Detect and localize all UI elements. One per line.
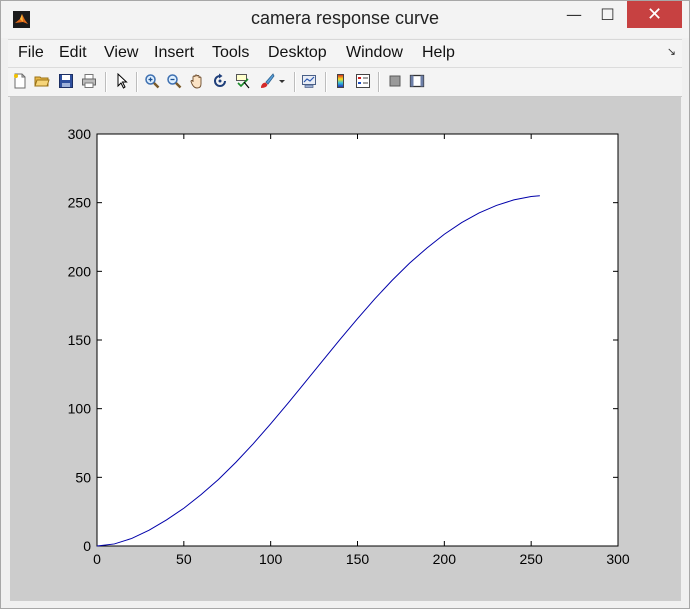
- menu-file[interactable]: File: [18, 44, 44, 61]
- brush-icon[interactable]: [259, 73, 275, 89]
- response-curve-chart[interactable]: 0 50 100 150 200 250 300 0 50 100 150 200 250 300: [10, 97, 681, 601]
- menu-tools[interactable]: Tools: [212, 44, 250, 61]
- y-tick-label: 250: [68, 195, 92, 211]
- print-figure-icon[interactable]: [81, 73, 97, 89]
- matlab-logo-icon: [13, 11, 30, 28]
- x-tick-label: 0: [93, 551, 101, 567]
- show-plot-tools-icon[interactable]: [409, 73, 425, 89]
- y-tick-label: 50: [75, 469, 91, 485]
- close-button[interactable]: ✕: [627, 1, 682, 28]
- dock-arrow-icon[interactable]: ↘: [666, 45, 676, 58]
- minimize-icon: —: [566, 5, 582, 24]
- menu-window[interactable]: Window: [346, 44, 403, 61]
- menu-edit[interactable]: Edit: [59, 44, 87, 61]
- rotate-3d-icon[interactable]: [212, 73, 228, 89]
- toolbar-separator: [105, 72, 107, 92]
- open-file-icon[interactable]: [34, 73, 50, 89]
- figure-canvas: 0 50 100 150 200 250 300 0 50 100 150 200 250 300: [10, 97, 681, 601]
- x-tick-label: 50: [176, 551, 192, 567]
- title-bar: camera response curve — ☐ ✕: [1, 1, 689, 38]
- x-tick-label: 300: [606, 551, 630, 567]
- maximize-button[interactable]: ☐: [591, 1, 624, 28]
- y-tick-label: 150: [68, 332, 92, 348]
- menu-view[interactable]: View: [104, 44, 139, 61]
- x-tick-label: 200: [433, 551, 457, 567]
- response-curve-line: [96, 195, 540, 547]
- menu-bar: File Edit View Insert Tools Desktop Wind…: [8, 39, 682, 68]
- insert-colorbar-icon[interactable]: [333, 73, 349, 89]
- y-tick-label: 0: [83, 538, 91, 554]
- zoom-out-icon[interactable]: [166, 73, 182, 89]
- brush-dropdown-icon[interactable]: [278, 73, 286, 89]
- window-title: camera response curve: [250, 8, 440, 28]
- data-cursor-icon[interactable]: [235, 73, 251, 89]
- menu-desktop[interactable]: Desktop: [268, 44, 327, 61]
- pan-hand-icon[interactable]: [189, 73, 205, 89]
- toolbar-separator: [294, 72, 296, 92]
- link-plot-icon[interactable]: [301, 73, 317, 89]
- insert-legend-icon[interactable]: [355, 73, 371, 89]
- save-figure-icon[interactable]: [58, 73, 74, 89]
- close-icon: ✕: [646, 4, 663, 25]
- hide-plot-tools-icon[interactable]: [387, 73, 403, 89]
- y-tick-label: 200: [68, 263, 92, 279]
- x-tick-label: 150: [346, 551, 370, 567]
- menu-help[interactable]: Help: [422, 44, 455, 61]
- zoom-in-icon[interactable]: [144, 73, 160, 89]
- minimize-button[interactable]: —: [559, 1, 589, 28]
- new-figure-icon[interactable]: [12, 73, 28, 89]
- toolbar-separator: [136, 72, 138, 92]
- figure-toolbar: [8, 67, 682, 97]
- x-tick-label: 100: [259, 551, 283, 567]
- maximize-icon: ☐: [600, 5, 615, 24]
- toolbar-separator: [325, 72, 327, 92]
- toolbar-separator: [378, 72, 380, 92]
- y-tick-label: 300: [68, 126, 92, 142]
- y-tick-label: 100: [68, 401, 92, 417]
- menu-insert[interactable]: Insert: [154, 44, 195, 61]
- edit-plot-arrow-icon[interactable]: [114, 73, 130, 89]
- x-tick-label: 250: [519, 551, 543, 567]
